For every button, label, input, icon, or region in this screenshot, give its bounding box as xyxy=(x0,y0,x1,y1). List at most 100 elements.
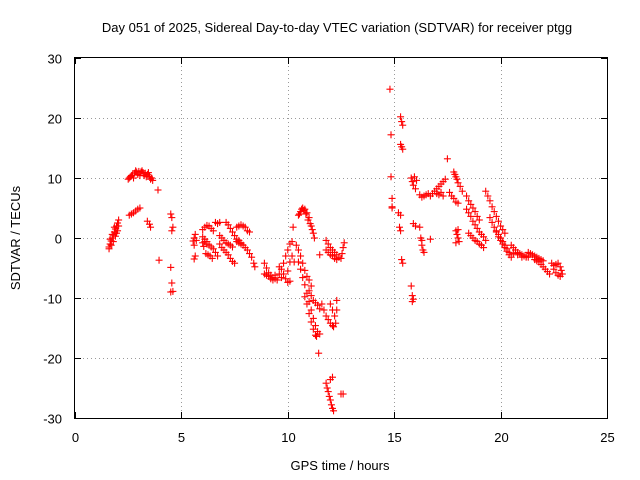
data-point xyxy=(284,267,292,275)
data-point xyxy=(463,192,471,200)
data-point xyxy=(147,223,155,231)
data-point xyxy=(313,332,321,340)
data-point xyxy=(294,211,302,219)
data-point xyxy=(286,277,294,285)
data-point xyxy=(514,251,522,259)
data-point xyxy=(145,220,153,228)
data-point xyxy=(155,256,163,264)
data-point xyxy=(316,251,324,259)
data-point xyxy=(507,253,515,261)
data-point xyxy=(228,228,236,236)
data-point xyxy=(144,169,152,177)
data-point xyxy=(339,244,347,252)
data-point xyxy=(136,204,144,212)
data-point xyxy=(167,263,175,271)
data-point xyxy=(271,271,279,279)
data-point xyxy=(388,194,396,202)
data-point xyxy=(454,179,462,187)
x-tick-label: 20 xyxy=(494,430,508,445)
data-point xyxy=(318,300,326,308)
data-point xyxy=(296,210,304,218)
data-point xyxy=(168,214,176,222)
data-point xyxy=(546,270,554,278)
data-point xyxy=(112,229,120,237)
data-point xyxy=(499,240,507,248)
data-point xyxy=(289,223,297,231)
data-point xyxy=(307,318,315,326)
data-point xyxy=(322,312,330,320)
data-point xyxy=(216,218,224,226)
data-point xyxy=(108,230,116,238)
data-point xyxy=(208,254,216,262)
data-point xyxy=(301,281,309,289)
data-point xyxy=(299,274,307,282)
data-point xyxy=(492,212,500,220)
data-point xyxy=(455,238,463,246)
data-point xyxy=(305,287,313,295)
data-point xyxy=(130,174,138,182)
data-point xyxy=(314,301,322,309)
grid-lines xyxy=(75,58,607,418)
data-point xyxy=(465,209,473,217)
data-point xyxy=(263,264,271,272)
data-point xyxy=(556,263,564,271)
data-point xyxy=(260,259,268,267)
data-point xyxy=(292,241,300,249)
data-point xyxy=(465,197,473,205)
data-point xyxy=(282,275,290,283)
data-point xyxy=(387,131,395,139)
data-point xyxy=(245,228,253,236)
data-point xyxy=(322,379,330,387)
data-point xyxy=(307,282,315,290)
data-point xyxy=(241,223,249,231)
data-point xyxy=(469,204,477,212)
data-point xyxy=(297,265,305,273)
data-point xyxy=(473,212,481,220)
x-tick-label: 0 xyxy=(72,430,79,445)
data-point xyxy=(209,227,217,235)
data-point xyxy=(228,243,236,251)
data-point xyxy=(326,300,334,308)
data-point xyxy=(311,322,319,330)
data-point xyxy=(480,233,488,241)
data-point xyxy=(269,276,277,284)
data-point xyxy=(277,274,285,282)
data-point xyxy=(484,192,492,200)
data-point xyxy=(397,211,405,219)
data-point xyxy=(456,182,464,190)
data-point xyxy=(486,197,494,205)
data-point xyxy=(209,245,217,253)
data-point xyxy=(399,145,407,153)
data-point xyxy=(557,266,565,274)
data-point xyxy=(301,293,309,301)
data-point xyxy=(332,319,340,327)
data-point xyxy=(454,226,462,234)
data-point xyxy=(167,288,175,296)
data-point xyxy=(494,233,502,241)
data-point xyxy=(482,236,490,244)
data-point xyxy=(214,252,222,260)
data-point xyxy=(490,223,498,231)
y-tick-label: 30 xyxy=(48,52,62,67)
data-point xyxy=(416,223,424,231)
data-point xyxy=(454,234,462,242)
data-point xyxy=(282,252,290,260)
data-point xyxy=(250,259,258,267)
data-point xyxy=(453,175,461,183)
data-point xyxy=(326,396,334,404)
data-point xyxy=(309,229,317,237)
data-point xyxy=(277,265,285,273)
y-tick-label: -20 xyxy=(43,352,62,367)
data-point xyxy=(473,224,481,232)
data-point xyxy=(305,276,313,284)
data-point xyxy=(333,306,341,314)
data-point xyxy=(328,373,336,381)
data-point xyxy=(138,167,146,175)
data-point xyxy=(307,306,315,314)
data-point xyxy=(488,203,496,211)
data-point xyxy=(305,310,313,318)
data-point xyxy=(453,230,461,238)
data-point xyxy=(191,252,199,260)
data-point xyxy=(339,390,347,398)
